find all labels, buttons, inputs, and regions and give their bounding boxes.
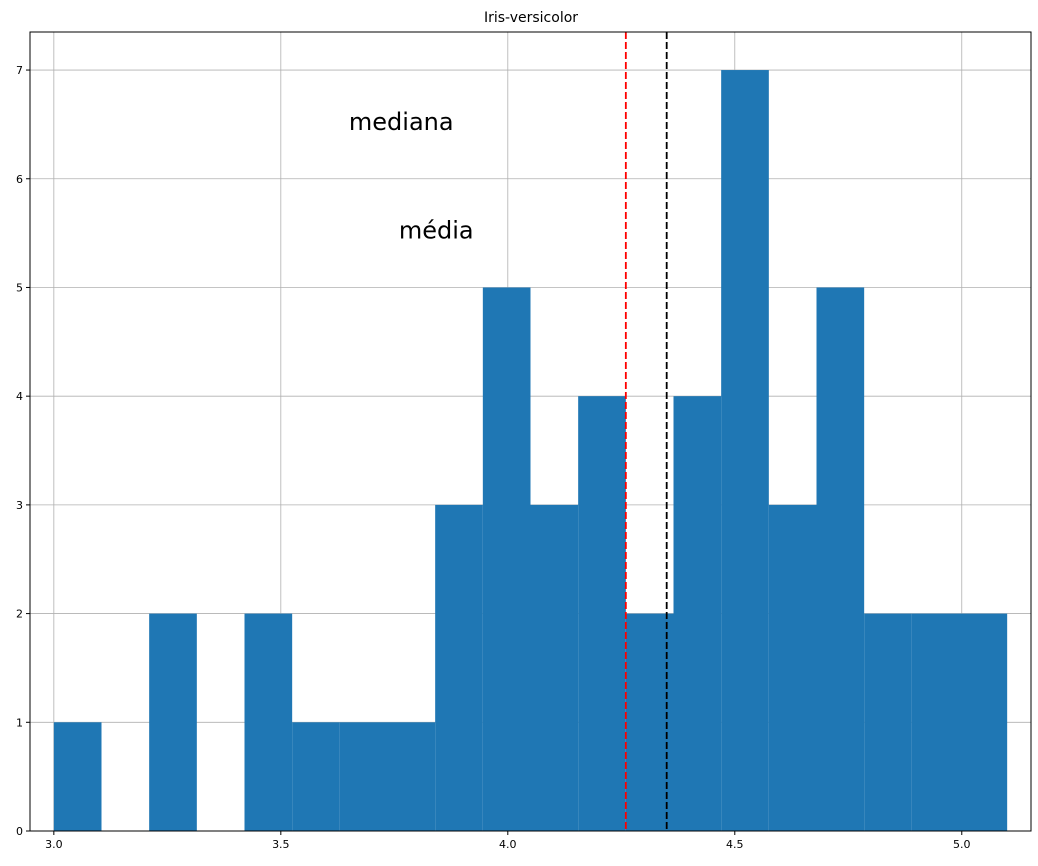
histogram-bar [149,613,197,831]
histogram-bar [292,722,340,831]
x-tick-label: 5.0 [953,838,971,851]
histogram-bar [959,613,1008,831]
x-tick-label: 4.5 [726,838,744,851]
chart-title: Iris-versicolor [484,10,578,26]
histogram-bars [53,70,1008,832]
histogram-bar [244,613,293,831]
histogram-bar [768,504,817,831]
x-axis-ticks: 3.0 3.5 4.0 4.5 5.0 [45,831,971,851]
x-tick-label: 4.0 [499,838,517,851]
x-tick-label: 3.5 [272,838,290,851]
histogram-bar [530,504,579,831]
y-tick-label: 4 [16,390,23,403]
y-tick-label: 5 [16,281,23,294]
y-tick-label: 6 [16,173,23,186]
y-axis-ticks: 0 1 2 3 4 5 6 7 [16,64,30,838]
histogram-bar [339,722,388,831]
annotation-mediana: mediana [349,108,454,136]
histogram-bar [387,722,436,831]
annotations: mediana média [349,108,474,245]
plot-frame [29,31,1032,832]
reference-lines [624,32,668,831]
x-tick-label: 3.0 [45,838,63,851]
histogram-bar [911,613,960,831]
histogram-bar [578,396,626,831]
y-tick-label: 3 [16,499,23,512]
annotation-média: média [399,217,474,245]
y-tick-label: 2 [16,608,23,621]
histogram-bar [864,613,912,831]
histogram-bar [673,396,722,831]
y-tick-label: 0 [16,825,23,838]
histogram-bar [435,504,483,831]
histogram-bar [53,722,102,831]
histogram-bar [625,613,674,831]
y-tick-label: 1 [16,716,23,729]
y-tick-label: 7 [16,64,23,77]
histogram-bar [816,287,865,831]
histogram-bar [721,70,769,832]
histogram-bar [482,287,531,831]
